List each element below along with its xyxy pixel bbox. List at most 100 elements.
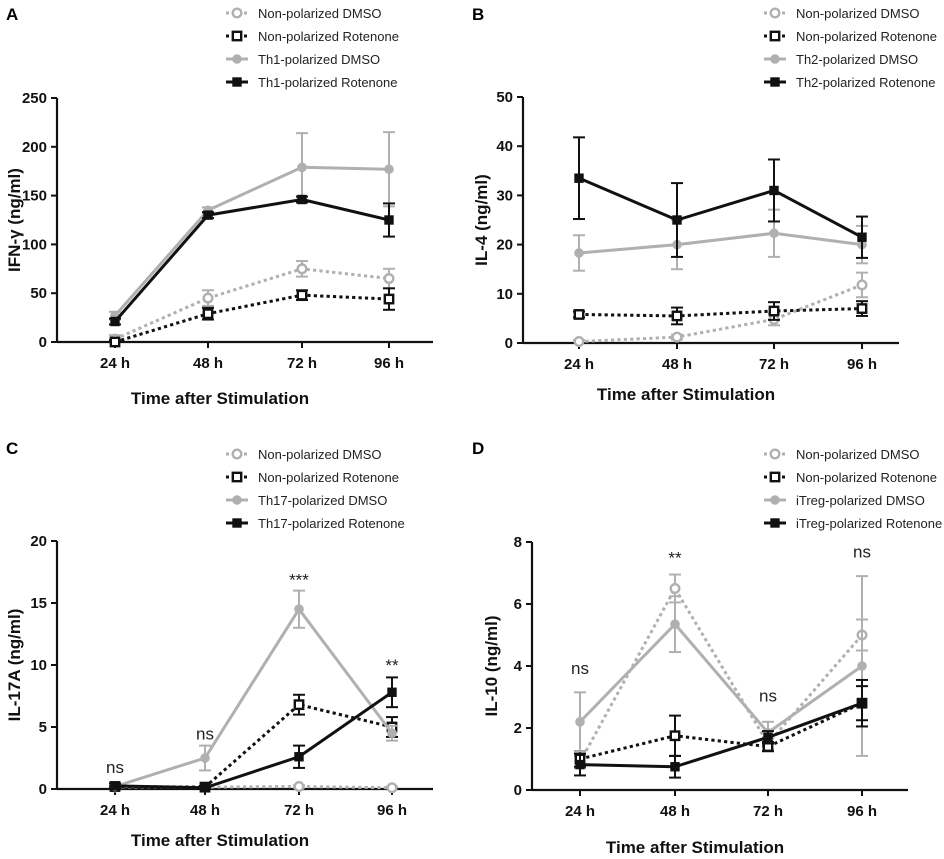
data-point: [110, 781, 120, 791]
legend-swatch-marker: [770, 495, 780, 505]
data-point: [575, 759, 585, 770]
data-point: [293, 699, 305, 711]
legend-swatch-marker: [232, 495, 242, 505]
legend-swatch-marker: [770, 518, 780, 528]
data-point: [387, 687, 397, 697]
data-point: [296, 263, 308, 275]
x-tick-label: 48 h: [660, 803, 690, 820]
panel-letter: A: [6, 5, 18, 24]
data-point: [573, 336, 585, 348]
series-itreg-polarized-rotenone: [574, 678, 868, 779]
significance-label: ns: [571, 659, 589, 678]
legend-label: Th17-polarized Rotenone: [258, 516, 405, 531]
y-axis-title: IL-4 (ng/ml): [472, 174, 491, 266]
data-point: [202, 292, 214, 304]
data-point: [383, 273, 395, 285]
panel-c: C 0 5 10 15 20 24 h 48 h 72 h 96 h Time after Stim…: [5, 439, 433, 850]
series-non-polarized-dmso: [573, 271, 868, 348]
series-line: [579, 701, 863, 761]
data-point: [857, 232, 867, 242]
y-tick-label: 0: [505, 335, 513, 352]
data-point: [384, 215, 394, 225]
significance-label: ns: [853, 543, 871, 562]
series-non-polarized-rotenone: [573, 300, 868, 326]
x-axis-title: Time after Stimulation: [131, 389, 309, 408]
y-tick-label: 100: [22, 236, 47, 253]
y-tick-label: 6: [514, 596, 522, 613]
legend-label: iTreg-polarized DMSO: [796, 493, 925, 508]
data-point: [669, 583, 681, 595]
x-tick-label: 24 h: [564, 356, 594, 373]
significance-label: **: [668, 549, 682, 568]
series-non-polarized-rotenone: [574, 685, 868, 768]
data-point: [296, 289, 308, 301]
legend-swatch-marker: [232, 77, 242, 87]
y-tick-label: 20: [496, 237, 513, 254]
x-tick-label: 72 h: [753, 803, 783, 820]
x-tick-label: 96 h: [847, 356, 877, 373]
legend-label: Non-polarized Rotenone: [796, 29, 937, 44]
data-point: [110, 316, 120, 327]
x-tick-label: 24 h: [565, 803, 595, 820]
y-tick-label: 50: [30, 285, 47, 302]
data-point: [763, 732, 773, 742]
data-point: [293, 781, 305, 793]
data-point: [386, 782, 398, 794]
legend-swatch-marker: [769, 448, 781, 460]
x-tick-label: 72 h: [287, 355, 317, 372]
y-axis-title: IFN-γ (ng/ml): [5, 168, 24, 272]
significance-label: ***: [289, 571, 309, 590]
legend-swatch-marker: [231, 30, 243, 42]
x-tick-label: 24 h: [100, 355, 130, 372]
data-point: [857, 698, 867, 708]
y-tick-label: 150: [22, 188, 47, 205]
x-tick-label: 48 h: [193, 355, 223, 372]
y-tick-label: 50: [496, 89, 513, 106]
data-point: [769, 185, 779, 196]
data-point: [856, 303, 868, 314]
series-line: [114, 691, 393, 790]
series-line: [578, 622, 863, 735]
panel-b: B 0 10 20 30 40 50 24 h 48 h 72 h 96 h Time after S…: [472, 5, 937, 404]
x-tick-label: 24 h: [100, 802, 130, 819]
significance-label: **: [385, 656, 399, 675]
legend: Non-polarized DMSO Non-polarized Rotenone…: [226, 447, 405, 531]
legend-swatch-marker: [232, 54, 242, 64]
legend-label: Th2-polarized Rotenone: [796, 75, 935, 90]
data-point: [670, 619, 680, 629]
data-point: [297, 162, 307, 173]
legend: Non-polarized DMSO Non-polarized Rotenone…: [226, 6, 399, 90]
data-point: [769, 228, 779, 239]
data-point: [857, 661, 867, 671]
panel-d: D 0 2 4 6 8 24 h 48 h 72 h 96 h Time after Stimula…: [472, 439, 942, 857]
series-line: [578, 176, 863, 239]
legend-label: Non-polarized Rotenone: [258, 29, 399, 44]
x-tick-label: 48 h: [190, 802, 220, 819]
data-point: [294, 752, 304, 762]
y-tick-label: 40: [496, 138, 513, 155]
y-tick-label: 8: [514, 534, 522, 551]
data-point: [200, 753, 210, 763]
legend-label: Non-polarized DMSO: [796, 6, 920, 21]
series-th17-polarized-rotenone: [109, 676, 398, 793]
data-point: [384, 164, 394, 175]
series-th2-polarized-dmso: [573, 208, 868, 272]
series-line: [114, 607, 394, 788]
y-axis-title: IL-10 (ng/ml): [482, 615, 501, 716]
series-line: [113, 198, 390, 323]
legend-swatch-marker: [231, 448, 243, 460]
data-point: [670, 762, 680, 772]
data-point: [387, 728, 397, 739]
data-point: [575, 717, 585, 727]
series-line: [114, 293, 390, 344]
legend-label: Non-polarized Rotenone: [258, 470, 399, 485]
series-line: [578, 283, 863, 344]
legend-swatch-marker: [231, 471, 243, 483]
data-point: [294, 604, 304, 615]
data-point: [200, 783, 210, 793]
legend-label: Th1-polarized DMSO: [258, 52, 380, 67]
series-line: [114, 267, 390, 341]
y-tick-label: 250: [22, 90, 47, 107]
legend-swatch-marker: [231, 7, 243, 19]
series-th2-polarized-rotenone: [573, 136, 868, 259]
